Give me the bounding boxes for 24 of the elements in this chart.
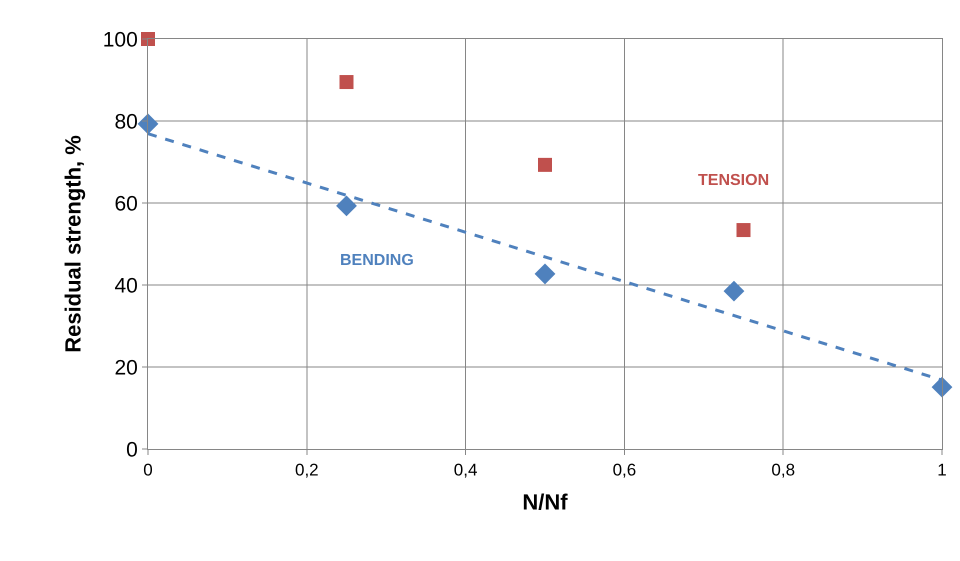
point — [340, 75, 354, 90]
text: TENSION — [698, 172, 770, 189]
point — [534, 264, 556, 284]
point — [724, 280, 744, 302]
point — [736, 223, 750, 238]
point — [138, 113, 158, 134]
y-tick-label: 100 — [102, 28, 138, 52]
point — [336, 195, 357, 216]
point — [538, 158, 552, 172]
x-tick-label: 1 — [937, 460, 947, 480]
y-tick-label: 40 — [114, 274, 138, 298]
point — [141, 32, 155, 46]
text: BENDING — [340, 252, 414, 269]
x-axis-title: N/Nf — [522, 489, 568, 514]
y-tick-label: 20 — [114, 356, 138, 380]
x-tick-label: 0,6 — [612, 460, 636, 480]
x-tick-label: 0,2 — [294, 460, 319, 480]
y-tick-label: 0 — [126, 438, 138, 462]
y-axis-title: Residual strength, % — [60, 135, 86, 353]
y-tick-label: 80 — [114, 110, 138, 134]
y-tick-label: 60 — [114, 192, 138, 216]
x-tick-label: 0 — [143, 460, 153, 480]
x-tick-label: 0,4 — [454, 460, 478, 480]
x-tick-label: 0,8 — [771, 460, 796, 480]
